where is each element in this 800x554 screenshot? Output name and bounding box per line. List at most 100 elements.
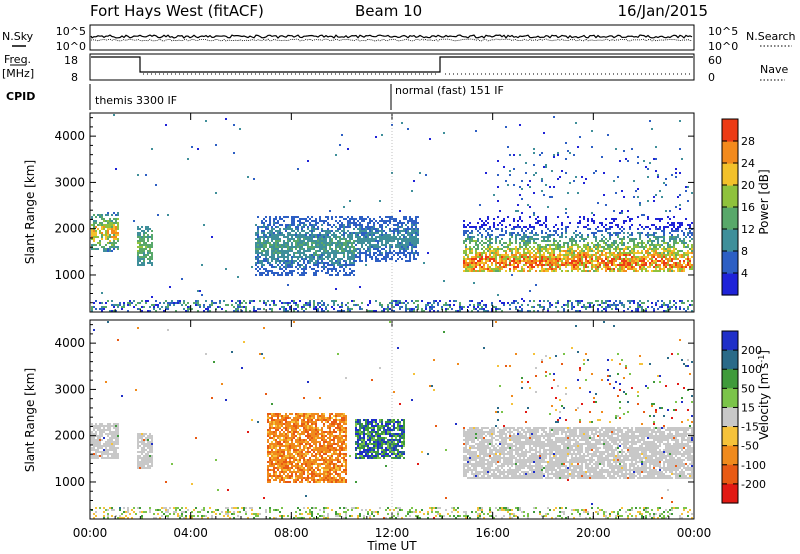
heatmap-cell bbox=[615, 250, 617, 252]
heatmap-cell bbox=[109, 220, 111, 222]
heatmap-cell bbox=[679, 172, 681, 174]
heatmap-cell bbox=[471, 262, 473, 264]
heatmap-cell bbox=[95, 433, 97, 435]
heatmap-cell bbox=[137, 302, 139, 304]
heatmap-cell bbox=[599, 258, 601, 260]
heatmap-cell bbox=[253, 178, 255, 180]
heatmap-cell bbox=[137, 250, 139, 252]
heatmap-cell bbox=[411, 240, 413, 242]
heatmap-cell bbox=[101, 222, 103, 224]
heatmap-cell bbox=[685, 242, 687, 244]
heatmap-cell bbox=[267, 451, 269, 453]
heatmap-cell bbox=[545, 262, 547, 264]
heatmap-cell bbox=[683, 242, 685, 244]
heatmap-cell bbox=[387, 308, 389, 310]
heatmap-cell bbox=[545, 268, 547, 270]
heatmap-cell bbox=[357, 238, 359, 240]
heatmap-cell bbox=[605, 264, 607, 266]
heatmap-cell bbox=[413, 254, 415, 256]
heatmap-cell bbox=[485, 258, 487, 260]
heatmap-cell bbox=[531, 230, 533, 232]
heatmap-cell bbox=[397, 224, 399, 226]
heatmap-cell bbox=[385, 222, 387, 224]
heatmap-cell bbox=[623, 150, 625, 152]
heatmap-cell bbox=[319, 262, 321, 264]
heatmap-cell bbox=[257, 248, 259, 250]
heatmap-cell bbox=[103, 224, 105, 226]
heatmap-cell bbox=[515, 306, 517, 308]
heatmap-cell bbox=[617, 226, 619, 228]
heatmap-cell bbox=[553, 186, 555, 188]
heatmap-cell bbox=[317, 260, 319, 262]
heatmap-cell bbox=[277, 238, 279, 240]
heatmap-cell bbox=[193, 515, 195, 517]
heatmap-cell bbox=[319, 238, 321, 240]
heatmap-cell bbox=[615, 304, 617, 306]
heatmap-cell bbox=[255, 256, 257, 258]
heatmap-cell bbox=[375, 256, 377, 258]
heatmap-cell bbox=[349, 256, 351, 258]
heatmap-cell bbox=[605, 244, 607, 246]
heatmap-cell bbox=[663, 270, 665, 272]
heatmap-cell bbox=[627, 262, 629, 264]
heatmap-cell bbox=[91, 443, 93, 445]
heatmap-cell bbox=[501, 260, 503, 262]
heatmap-cell bbox=[267, 250, 269, 252]
heatmap-cell bbox=[591, 242, 593, 244]
heatmap-cell bbox=[579, 246, 581, 248]
heatmap-cell bbox=[369, 246, 371, 248]
heatmap-cell bbox=[549, 230, 551, 232]
heatmap-cell bbox=[527, 250, 529, 252]
heatmap-cell bbox=[101, 457, 103, 459]
heatmap-cell bbox=[203, 515, 205, 517]
heatmap-cell bbox=[353, 218, 355, 220]
heatmap-cell bbox=[197, 515, 199, 517]
heatmap-cell bbox=[395, 218, 397, 220]
heatmap-cell bbox=[307, 256, 309, 258]
heatmap-cell bbox=[103, 220, 105, 222]
heatmap-cell bbox=[605, 224, 607, 226]
heatmap-cell bbox=[581, 300, 583, 302]
heatmap-cell bbox=[325, 262, 327, 264]
heatmap-cell bbox=[361, 244, 363, 246]
heatmap-cell bbox=[493, 248, 495, 250]
heatmap-cell bbox=[535, 222, 537, 224]
ytick-label: 1000 bbox=[54, 268, 85, 282]
heatmap-cell bbox=[239, 128, 241, 130]
heatmap-cell bbox=[605, 204, 607, 206]
nave-tick-top: 60 bbox=[708, 54, 722, 67]
heatmap-cell bbox=[301, 230, 303, 232]
heatmap-cell bbox=[511, 242, 513, 244]
heatmap-cell bbox=[341, 258, 343, 260]
heatmap-cell bbox=[327, 254, 329, 256]
heatmap-cell bbox=[683, 252, 685, 254]
heatmap-cell bbox=[115, 427, 117, 429]
heatmap-cell bbox=[497, 248, 499, 250]
heatmap-cell bbox=[289, 232, 291, 234]
heatmap-cell bbox=[275, 258, 277, 260]
heatmap-cell bbox=[139, 232, 141, 234]
heatmap-cell bbox=[573, 266, 575, 268]
heatmap-cell bbox=[271, 256, 273, 258]
heatmap-cell bbox=[605, 310, 607, 312]
heatmap-cell bbox=[511, 228, 513, 230]
heatmap-cell bbox=[409, 232, 411, 234]
heatmap-cell bbox=[593, 260, 595, 262]
heatmap-cell bbox=[531, 264, 533, 266]
heatmap-cell bbox=[281, 302, 283, 304]
heatmap-cell bbox=[387, 234, 389, 236]
heatmap-cell bbox=[147, 465, 149, 467]
heatmap-cell bbox=[151, 246, 153, 248]
heatmap-cell bbox=[565, 258, 567, 260]
heatmap-cell bbox=[623, 238, 625, 240]
heatmap-cell bbox=[365, 232, 367, 234]
heatmap-cell bbox=[261, 246, 263, 248]
heatmap-cell bbox=[115, 451, 117, 453]
heatmap-cell bbox=[183, 511, 185, 513]
heatmap-cell bbox=[585, 266, 587, 268]
heatmap-cell bbox=[281, 232, 283, 234]
heatmap-cell bbox=[265, 226, 267, 228]
heatmap-cell bbox=[639, 236, 641, 238]
heatmap-cell bbox=[597, 246, 599, 248]
heatmap-cell bbox=[513, 248, 515, 250]
